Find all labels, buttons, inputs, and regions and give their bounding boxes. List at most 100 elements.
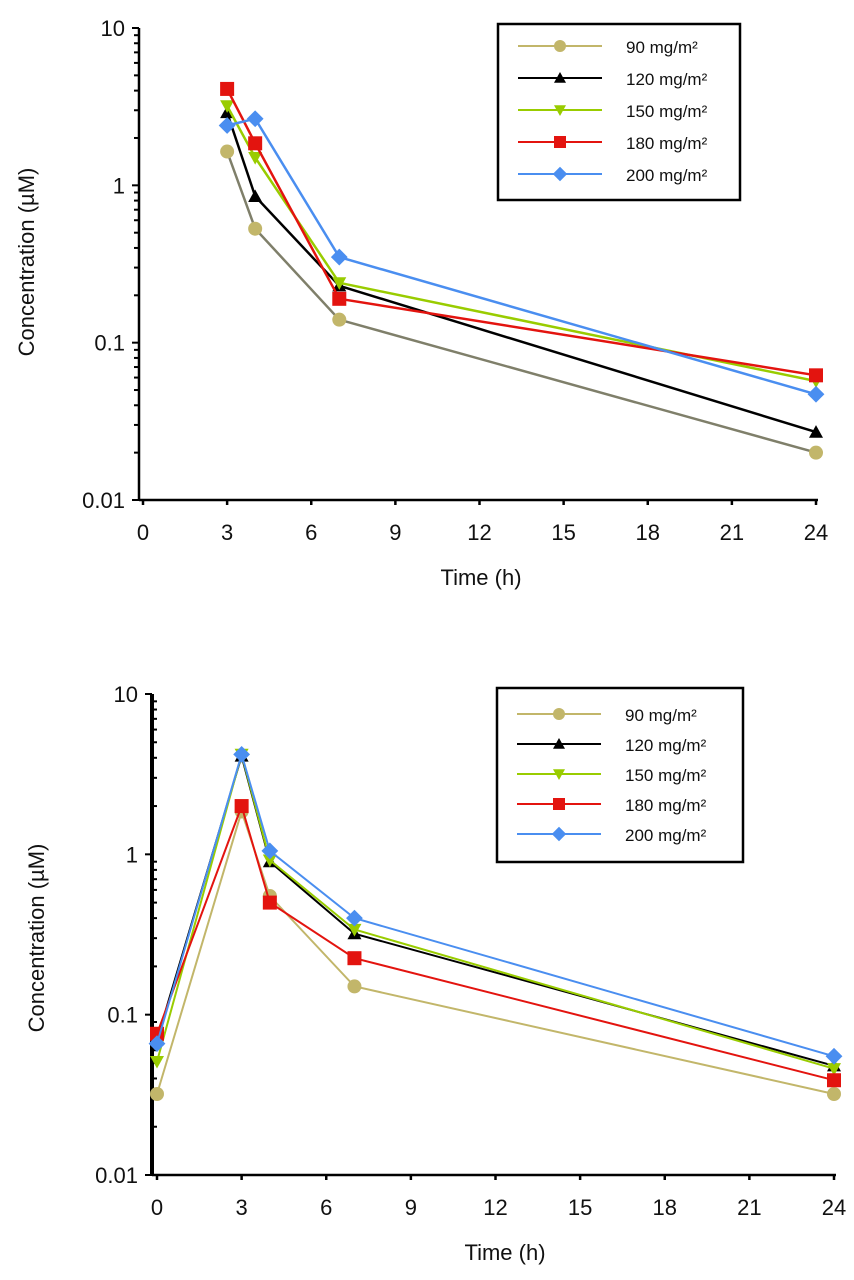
- data-point: [150, 1087, 164, 1102]
- legend-item: 90 mg/m²: [517, 706, 697, 725]
- data-point: [332, 312, 347, 327]
- legend-item: 200 mg/m²: [517, 826, 707, 845]
- data-point: [347, 923, 362, 937]
- x-tick-label: 15: [568, 1195, 592, 1220]
- data-point: [262, 895, 277, 910]
- data-point: [248, 221, 263, 236]
- series-120-mg: [220, 105, 823, 438]
- legend: 90 mg/m² 120 mg/m² 150 mg/m² 180 mg/m² 200 m…: [495, 686, 745, 864]
- x-tick-label: 0: [137, 520, 149, 545]
- legend-marker: [554, 105, 566, 116]
- data-point: [218, 117, 236, 134]
- series-200-mg: [148, 746, 843, 1065]
- data-point: [346, 909, 363, 927]
- legend: 90 mg/m² 120 mg/m² 150 mg/m² 180 mg/m² 200 m…: [496, 22, 742, 202]
- x-axis-title: Time (h): [464, 1240, 545, 1265]
- legend-marker: [554, 40, 566, 52]
- x-tick-label: 12: [467, 520, 491, 545]
- data-point: [809, 368, 823, 383]
- data-point: [809, 425, 823, 438]
- data-point: [234, 799, 249, 814]
- chart-top: 0.01 0.1 1 10 0 3 6 9 12 15 18 21 24 90 mg/m² 120 mg/…: [14, 16, 828, 590]
- series-line: [226, 117, 817, 396]
- x-tick-label: 0: [151, 1195, 163, 1220]
- legend-marker: [552, 166, 568, 182]
- data-point: [330, 248, 348, 266]
- legend-marker: [553, 708, 565, 720]
- x-tick-label: 18: [653, 1195, 677, 1220]
- legend-marker: [553, 738, 565, 749]
- legend-label: 150 mg/m²: [626, 102, 708, 121]
- x-tick-label: 6: [305, 520, 317, 545]
- axes: 0.01 0.1 1 10 0 3 6 9 12 15 18 21 24: [82, 16, 828, 545]
- legend-item: 150 mg/m²: [518, 102, 708, 121]
- series-180-mg: [220, 81, 823, 383]
- legend-label: 200 mg/m²: [625, 826, 707, 845]
- series-layer: [148, 746, 843, 1102]
- data-point: [825, 1047, 843, 1065]
- data-point: [220, 144, 235, 159]
- legend-item: 200 mg/m²: [518, 166, 708, 185]
- legend-label: 180 mg/m²: [625, 796, 707, 815]
- chart-bottom: 0.01 0.1 1 10 0 3 6 9 12 15 18 21 24 90 mg/m² 120 mg/…: [24, 682, 846, 1265]
- legend-label: 200 mg/m²: [626, 166, 708, 185]
- legend-box: [496, 22, 742, 202]
- y-tick-label: 0.1: [94, 331, 125, 356]
- legend-item: 90 mg/m²: [518, 38, 698, 57]
- data-point: [827, 1087, 841, 1102]
- data-point: [248, 136, 263, 151]
- legend-label: 90 mg/m²: [625, 706, 697, 725]
- data-point: [332, 277, 347, 290]
- data-point: [262, 854, 277, 868]
- data-point: [248, 152, 263, 165]
- x-tick-label: 15: [551, 520, 575, 545]
- y-tick-label: 10: [114, 682, 138, 707]
- legend-item: 120 mg/m²: [518, 70, 708, 89]
- legend-label: 120 mg/m²: [626, 70, 708, 89]
- y-tick-label: 1: [113, 173, 125, 198]
- data-point: [220, 81, 235, 96]
- data-point: [347, 951, 362, 966]
- y-axis-title: Concentration (µM): [24, 844, 49, 1033]
- x-tick-label: 24: [822, 1195, 846, 1220]
- series-90-mg: [220, 144, 823, 460]
- data-point: [809, 445, 823, 460]
- series-layer: [218, 81, 825, 460]
- legend-marker: [554, 72, 566, 83]
- data-point: [347, 979, 362, 994]
- x-tick-label: 9: [405, 1195, 417, 1220]
- x-tick-label: 21: [737, 1195, 761, 1220]
- series-180-mg: [150, 799, 841, 1088]
- legend-marker: [553, 798, 565, 810]
- series-200-mg: [218, 110, 825, 403]
- data-point: [150, 1055, 164, 1069]
- x-tick-label: 3: [221, 520, 233, 545]
- data-point: [827, 1063, 841, 1076]
- data-point: [246, 110, 264, 128]
- legend-marker: [551, 826, 567, 842]
- y-tick-label: 0.01: [95, 1163, 138, 1188]
- data-point: [233, 746, 251, 763]
- y-tick-label: 1: [126, 842, 138, 867]
- data-point: [827, 1073, 841, 1088]
- legend-marker: [554, 136, 566, 148]
- legend-item: 120 mg/m²: [517, 736, 707, 755]
- legend-marker: [553, 769, 565, 780]
- x-tick-label: 6: [320, 1195, 332, 1220]
- x-axis-title: Time (h): [440, 565, 521, 590]
- x-tick-label: 3: [236, 1195, 248, 1220]
- legend-label: 150 mg/m²: [625, 766, 707, 785]
- series-line: [225, 112, 817, 434]
- x-tick-label: 21: [720, 520, 744, 545]
- legend-label: 120 mg/m²: [625, 736, 707, 755]
- legend-item: 180 mg/m²: [517, 796, 707, 815]
- legend-item: 180 mg/m²: [518, 134, 708, 153]
- series-line: [225, 151, 817, 454]
- x-tick-label: 18: [636, 520, 660, 545]
- legend-item: 150 mg/m²: [517, 766, 707, 785]
- data-point: [261, 842, 279, 860]
- legend-label: 90 mg/m²: [626, 38, 698, 57]
- y-tick-label: 10: [101, 16, 125, 41]
- x-tick-label: 24: [804, 520, 828, 545]
